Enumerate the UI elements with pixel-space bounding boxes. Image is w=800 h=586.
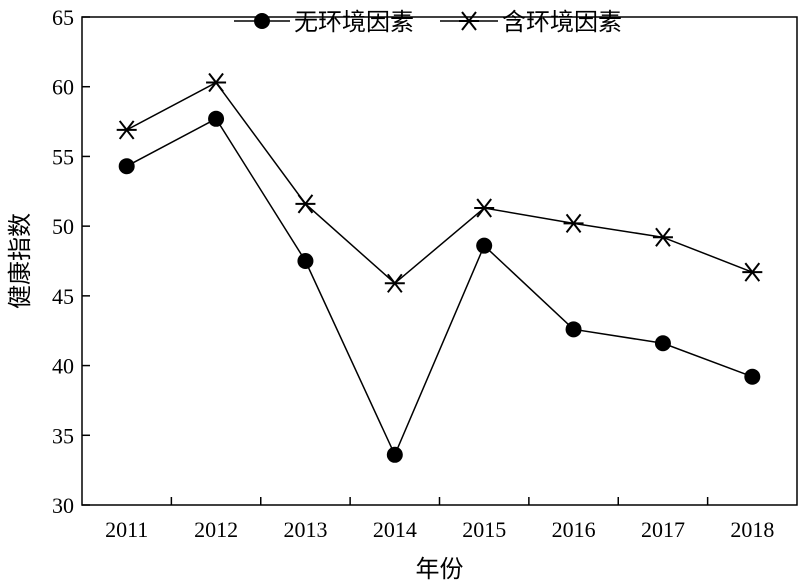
x-tick-label: 2011 [105,517,148,542]
x-tick-label: 2013 [283,517,327,542]
asterisk-stroke [744,262,761,282]
data-point [565,321,582,338]
series-layer [116,72,763,463]
legend-label: 含环境因素 [502,8,622,36]
series-line [126,117,753,457]
x-axis-title: 年份 [416,555,464,583]
legend-marker [459,11,479,31]
data-point [208,110,225,127]
data-point [297,253,314,269]
data-point [742,262,763,282]
data-point [744,368,761,385]
y-tick-label: 35 [52,423,74,448]
data-point [116,120,137,140]
series-1 [118,110,761,463]
asterisk-stroke [297,194,314,214]
data-point [563,213,584,233]
asterisk-stroke [387,273,403,293]
asterisk-stroke [655,227,671,247]
series-2 [116,72,763,293]
data-point [474,198,495,218]
x-tick-label: 2012 [194,517,238,542]
asterisk-stroke [118,120,135,140]
legend-label: 无环境因素 [294,8,414,36]
series-line [126,81,753,285]
plot-frame [81,16,798,506]
asterisk-stroke [565,213,582,233]
y-tick-label: 55 [52,144,74,169]
data-point [118,158,135,175]
axes: 30 35 40 45 50 55 60 65 2011 2012 2013 2014 2015 2016… [52,5,798,542]
y-tick-label: 65 [52,5,74,30]
data-point [476,237,493,254]
legend-marker [254,13,270,29]
data-point [384,273,405,293]
data-point [386,446,403,463]
y-tick-label: 30 [52,493,74,518]
asterisk-stroke [208,72,224,93]
x-tick-label: 2016 [552,517,596,542]
legend-item-1: 无环境因素 [234,8,414,36]
legend: 无环境因素 含环境因素 [234,8,622,36]
legend-item-2: 含环境因素 [440,8,622,36]
y-tick-label: 40 [52,354,74,379]
data-point [652,227,673,247]
y-axis-title: 健康指数 [6,213,34,309]
y-tick-label: 60 [52,75,74,100]
x-tick-label: 2018 [730,517,774,542]
asterisk-stroke [461,11,477,31]
asterisk-stroke [476,198,492,218]
x-tick-label: 2014 [373,517,417,542]
y-tick-label: 50 [52,214,74,239]
x-tick-label: 2017 [641,517,685,542]
data-point [206,72,227,93]
x-tick-label: 2015 [462,517,506,542]
y-tick-label: 45 [52,284,74,309]
data-point [654,335,671,352]
data-point [295,194,316,214]
